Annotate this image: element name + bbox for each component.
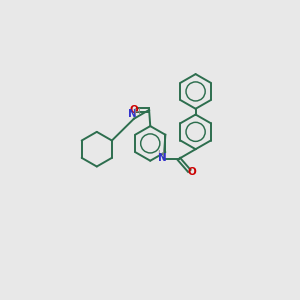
Text: N: N [128, 109, 137, 119]
Text: H: H [158, 151, 164, 160]
Text: H: H [134, 108, 140, 117]
Text: O: O [188, 167, 197, 177]
Text: O: O [129, 105, 138, 115]
Text: N: N [158, 153, 167, 164]
